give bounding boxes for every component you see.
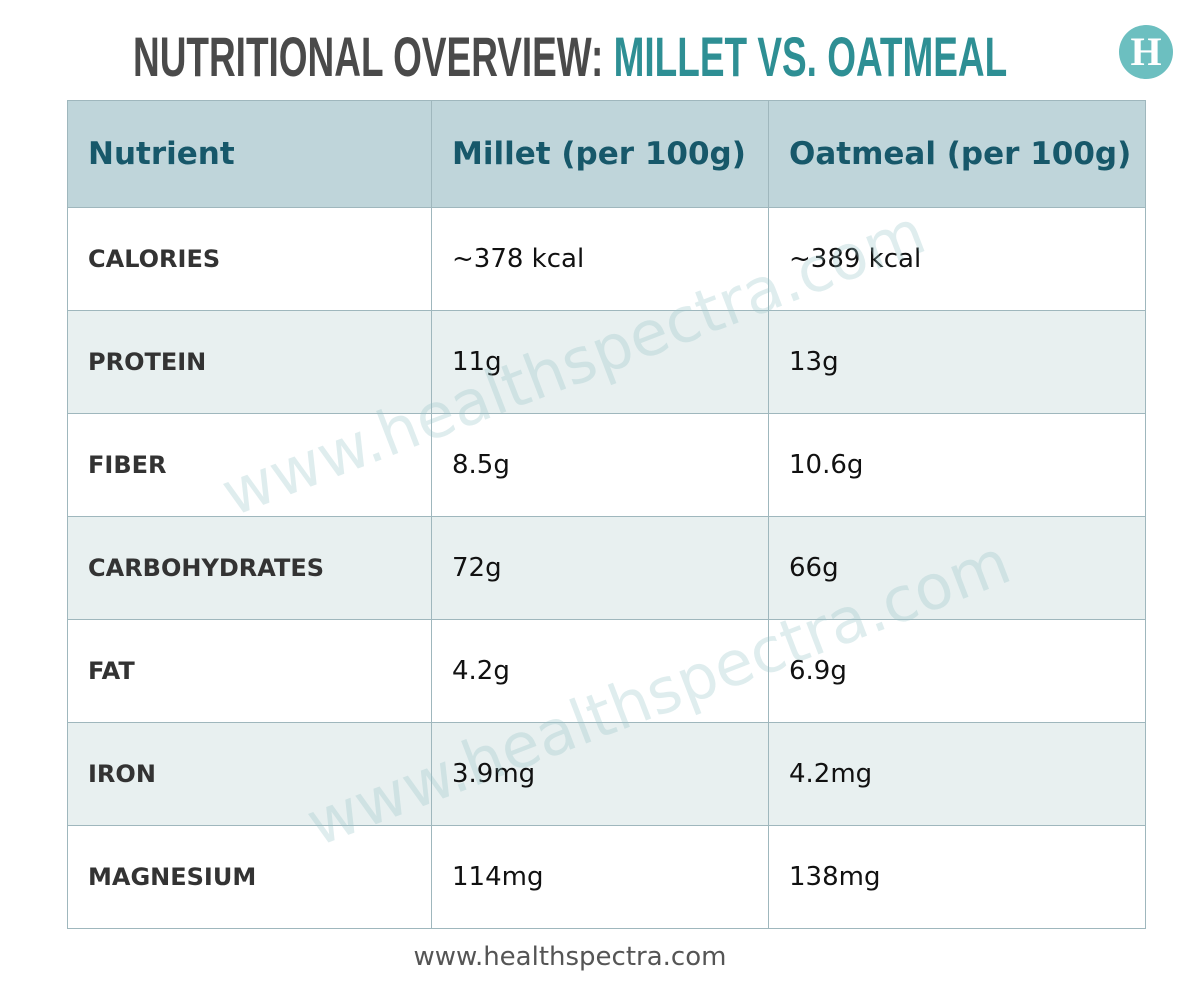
- table-row: PROTEIN 11g 13g: [67, 310, 1146, 414]
- nutrient-label: CALORIES: [67, 207, 432, 311]
- cell-value: 66g: [768, 516, 1146, 620]
- nutrient-label: PROTEIN: [67, 310, 432, 414]
- cell-value: 13g: [768, 310, 1146, 414]
- nutrient-label: IRON: [67, 722, 432, 826]
- table-row: FAT 4.2g 6.9g: [67, 619, 1146, 723]
- column-header: Nutrient: [67, 100, 432, 208]
- nutrient-label: CARBOHYDRATES: [67, 516, 432, 620]
- cell-value: ~389 kcal: [768, 207, 1146, 311]
- title-part: NUTRITIONAL OVERVIEW:: [133, 25, 604, 88]
- cell-value: ~378 kcal: [431, 207, 769, 311]
- cell-value: 4.2mg: [768, 722, 1146, 826]
- cell-value: 114mg: [431, 825, 769, 929]
- column-header: Oatmeal (per 100g): [768, 100, 1146, 208]
- table-row: FIBER 8.5g 10.6g: [67, 413, 1146, 517]
- cell-value: 10.6g: [768, 413, 1146, 517]
- cell-value: 138mg: [768, 825, 1146, 929]
- cell-value: 11g: [431, 310, 769, 414]
- table-row: CARBOHYDRATES 72g 66g: [67, 516, 1146, 620]
- header-row: Nutrient Millet (per 100g) Oatmeal (per 10…: [67, 100, 1146, 208]
- nutrient-label: FIBER: [67, 413, 432, 517]
- table-row: MAGNESIUM 114mg 138mg: [67, 825, 1146, 929]
- footer: www.healthspectra.com: [413, 942, 727, 972]
- table-row: CALORIES ~378 kcal ~389 kcal: [67, 207, 1146, 311]
- title: NUTRITIONAL OVERVIEW: MILLET VS. OATMEAL: [133, 24, 1007, 90]
- title-highlight: MILLET VS. OATMEAL: [613, 25, 1008, 88]
- logo: H: [1119, 25, 1173, 79]
- cell-value: 6.9g: [768, 619, 1146, 723]
- table-row: IRON 3.9mg 4.2mg: [67, 722, 1146, 826]
- table-body: CALORIES ~378 kcal ~389 kcal PROTEIN 11g 13g F…: [67, 207, 1146, 929]
- nutrient-label: FAT: [67, 619, 432, 723]
- cell-value: 4.2g: [431, 619, 769, 723]
- table: Nutrient Millet (per 100g) Oatmeal (per 10…: [67, 100, 1146, 929]
- column-header: Millet (per 100g): [431, 100, 769, 208]
- cell-value: 8.5g: [431, 413, 769, 517]
- nutrient-label: MAGNESIUM: [67, 825, 432, 929]
- cell-value: 72g: [431, 516, 769, 620]
- cell-value: 3.9mg: [431, 722, 769, 826]
